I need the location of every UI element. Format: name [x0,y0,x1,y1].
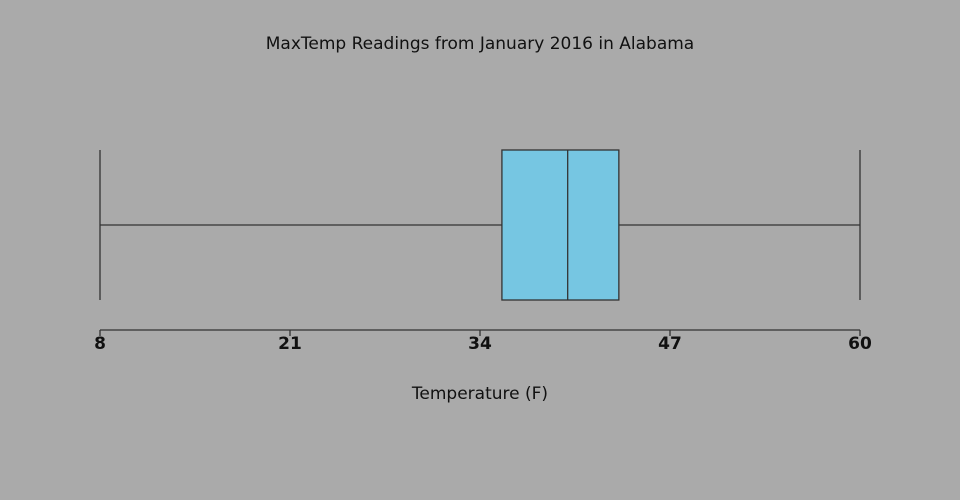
x-axis-label: Temperature (F) [411,384,548,404]
x-tick-label: 34 [468,334,492,354]
x-tick-label: 21 [278,334,302,354]
x-tick-label: 60 [848,334,872,354]
x-tick-label: 47 [658,334,682,354]
chart-title: MaxTemp Readings from January 2016 in Al… [266,34,694,54]
x-tick-label: 8 [94,334,106,354]
box [501,149,620,301]
